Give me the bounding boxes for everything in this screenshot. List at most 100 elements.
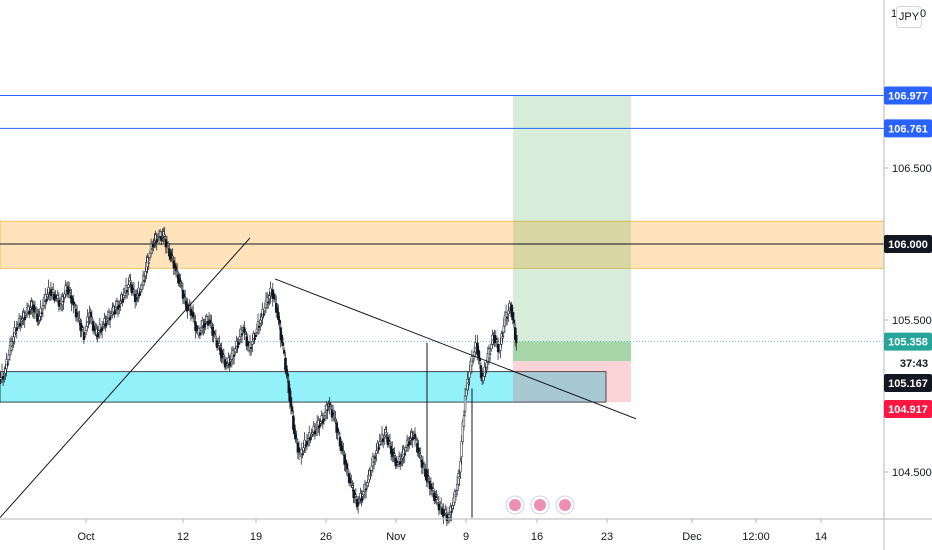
candle-body bbox=[248, 342, 252, 351]
candle-body bbox=[356, 502, 360, 506]
candle-body bbox=[342, 450, 345, 452]
candle-body bbox=[23, 316, 26, 321]
candle-body bbox=[309, 436, 312, 441]
candle-body bbox=[444, 509, 447, 514]
candle-body bbox=[422, 464, 426, 467]
y-tick-label: 106.500 bbox=[892, 163, 932, 175]
candle-body bbox=[405, 439, 409, 448]
candle-body bbox=[81, 327, 84, 330]
candle-body bbox=[152, 243, 155, 248]
candle-body bbox=[64, 285, 67, 295]
candle-body bbox=[305, 441, 309, 445]
candle-body bbox=[222, 354, 226, 357]
candle-body bbox=[329, 404, 332, 407]
candle-body bbox=[449, 506, 452, 515]
candle-body bbox=[504, 312, 508, 321]
candle-body bbox=[280, 334, 284, 344]
candle-body bbox=[402, 448, 405, 458]
candle-body bbox=[477, 350, 480, 359]
candle-body bbox=[77, 315, 80, 317]
candle-body bbox=[512, 319, 516, 324]
candle-body bbox=[176, 269, 179, 272]
candle-body bbox=[295, 438, 298, 440]
zone-resistance bbox=[0, 220, 885, 269]
candle-body bbox=[1, 375, 5, 380]
candle-body bbox=[140, 284, 144, 290]
candle-body bbox=[511, 312, 515, 321]
price-tag-label: 104.917 bbox=[888, 404, 928, 416]
candle-body bbox=[138, 292, 141, 296]
candle-body bbox=[341, 445, 344, 451]
countdown-label: 37:43 bbox=[900, 358, 928, 370]
candle-body bbox=[436, 499, 439, 503]
candle-body bbox=[259, 319, 262, 324]
candle-body bbox=[302, 447, 305, 451]
candle-body bbox=[100, 327, 104, 331]
candle-body bbox=[199, 327, 203, 331]
candle-body bbox=[276, 307, 279, 313]
currency-badge[interactable]: JPY bbox=[896, 6, 922, 28]
candle-body bbox=[56, 295, 59, 299]
candle-body bbox=[360, 497, 363, 502]
candle-body bbox=[240, 333, 244, 336]
y-tick-label: 105.500 bbox=[892, 315, 932, 327]
price-tag bbox=[884, 119, 932, 138]
candle-body bbox=[38, 316, 41, 321]
candle-body bbox=[166, 243, 170, 246]
candle-body bbox=[468, 371, 471, 379]
candle-body bbox=[286, 372, 289, 377]
candle-body bbox=[459, 461, 462, 473]
price-tag-label: 106.000 bbox=[888, 239, 928, 251]
candle-body bbox=[369, 474, 372, 477]
candle-body bbox=[214, 335, 218, 339]
candle-body bbox=[239, 328, 243, 337]
candle-body bbox=[313, 430, 317, 435]
candle-body bbox=[484, 371, 487, 373]
candle-body bbox=[171, 255, 174, 258]
trendline-1 bbox=[274, 278, 637, 420]
candle-body bbox=[93, 325, 96, 331]
candle-body bbox=[85, 325, 88, 331]
candle-body bbox=[243, 327, 246, 333]
candle-body bbox=[252, 333, 255, 342]
candle-body bbox=[267, 301, 270, 304]
candle-body bbox=[278, 319, 281, 324]
candle-body bbox=[163, 234, 166, 237]
candle-body bbox=[354, 494, 357, 497]
price-tag-label: 105.167 bbox=[888, 378, 928, 390]
y-tick-label: 104.500 bbox=[892, 467, 932, 479]
candle-body bbox=[272, 293, 276, 299]
event-marker-flag-icon bbox=[509, 499, 521, 511]
candle-body bbox=[413, 433, 417, 439]
trendline-0 bbox=[0, 237, 251, 518]
candle-body bbox=[273, 298, 277, 300]
candle-body bbox=[260, 316, 263, 321]
candle-body bbox=[34, 309, 38, 312]
candle-body bbox=[173, 263, 177, 268]
candle-body bbox=[119, 300, 122, 304]
x-tick-label: 26 bbox=[320, 531, 332, 543]
candle-body bbox=[191, 312, 195, 318]
candle-body bbox=[485, 362, 488, 368]
candle-body bbox=[372, 461, 376, 463]
candle-body bbox=[500, 333, 503, 345]
candle-body bbox=[108, 316, 112, 321]
candle-body bbox=[499, 344, 502, 351]
candle-body bbox=[261, 309, 264, 318]
candle-body bbox=[4, 368, 7, 374]
x-tick-label: 12 bbox=[177, 531, 189, 543]
candle-body bbox=[15, 327, 18, 331]
candle-body bbox=[506, 316, 509, 319]
candle-body bbox=[277, 312, 280, 321]
candle-body bbox=[210, 322, 213, 324]
candle-body bbox=[231, 350, 235, 359]
candle-body bbox=[346, 468, 350, 471]
candle-body bbox=[129, 280, 132, 283]
candle-body bbox=[374, 456, 377, 459]
candle-body bbox=[429, 483, 433, 488]
candle-body bbox=[467, 382, 470, 385]
x-tick-label: Nov bbox=[386, 531, 406, 543]
candle-body bbox=[393, 453, 396, 456]
candle-body bbox=[466, 379, 469, 391]
